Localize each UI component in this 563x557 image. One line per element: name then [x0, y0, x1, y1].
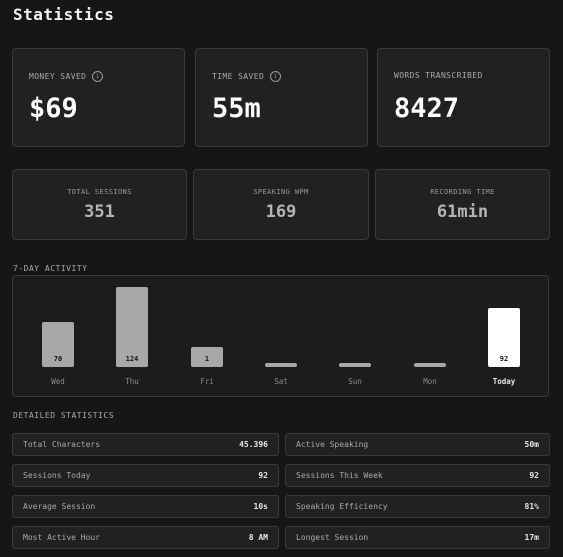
total-sessions-value: 351 [84, 202, 115, 222]
words-transcribed-label: WORDS TRANSCRIBED [394, 71, 483, 80]
info-icon[interactable]: i [92, 71, 104, 82]
activity-chart: 70 Wed 124 Thu 1 Fri Sat Sun Mon 92 Today [12, 275, 549, 397]
money-saved-label: MONEY SAVED [29, 72, 87, 81]
time-saved-card: TIME SAVED i 55m [195, 48, 368, 147]
total-sessions-label: TOTAL SESSIONS [67, 188, 132, 196]
bar-thu: 124 [116, 287, 148, 367]
bar-value-label: 70 [53, 355, 63, 363]
day-label-sun: Sun [348, 377, 362, 386]
detail-value: 10s [253, 502, 268, 511]
day-label-sat: Sat [274, 377, 288, 386]
bar-value-label: 92 [499, 355, 509, 363]
page-title: Statistics [13, 5, 115, 24]
bar-value-label: 124 [125, 355, 139, 363]
detail-value: 81% [524, 502, 539, 511]
detail-label: Speaking Efficiency [296, 502, 388, 511]
detail-row: Total Characters 45.396 [12, 433, 279, 456]
detail-label: Active Speaking [296, 440, 369, 449]
detail-label: Sessions This Week [296, 471, 383, 480]
bar-sun [339, 363, 371, 367]
bar-fri: 1 [191, 347, 223, 367]
money-saved-card: MONEY SAVED i $69 [12, 48, 185, 147]
bar-sat [265, 363, 297, 367]
day-label-fri: Fri [200, 377, 214, 386]
detail-value: 92 [529, 471, 539, 480]
activity-section-title: 7-DAY ACTIVITY [13, 264, 88, 273]
details-section-title: DETAILED STATISTICS [13, 411, 115, 420]
recording-time-label: RECORDING TIME [430, 188, 495, 196]
speaking-wpm-label: SPEAKING WPM [253, 188, 309, 196]
bar-today: 92 [488, 308, 520, 367]
bar-mon [414, 363, 446, 367]
detail-value: 17m [524, 533, 539, 542]
detail-row: Speaking Efficiency 81% [285, 495, 550, 518]
detail-label: Average Session [23, 502, 96, 511]
money-saved-value: $69 [29, 93, 78, 124]
words-transcribed-card: WORDS TRANSCRIBED 8427 [377, 48, 550, 147]
detail-row: Longest Session 17m [285, 526, 550, 549]
detail-label: Total Characters [23, 440, 101, 449]
recording-time-value: 61min [436, 202, 489, 222]
detail-label: Most Active Hour [23, 533, 101, 542]
recording-time-card: RECORDING TIME 61min [375, 169, 550, 240]
time-saved-label: TIME SAVED [212, 72, 265, 81]
detail-label: Longest Session [296, 533, 369, 542]
time-saved-value: 55m [212, 93, 261, 124]
day-label-today: Today [492, 377, 516, 386]
bar-wed: 70 [42, 322, 74, 367]
detail-row: Sessions Today 92 [12, 464, 279, 487]
day-label-wed: Wed [51, 377, 65, 386]
detail-row: Sessions This Week 92 [285, 464, 550, 487]
detail-row: Most Active Hour 8 AM [12, 526, 279, 549]
detail-value: 50m [524, 440, 539, 449]
detail-value: 92 [258, 471, 268, 480]
speaking-wpm-card: SPEAKING WPM 169 [193, 169, 369, 240]
detail-value: 45.396 [239, 440, 268, 449]
detail-value: 8 AM [248, 533, 268, 542]
detail-label: Sessions Today [23, 471, 91, 480]
bar-value-label: 1 [204, 355, 210, 363]
words-transcribed-value: 8427 [394, 93, 460, 124]
detail-row: Active Speaking 50m [285, 433, 550, 456]
speaking-wpm-value: 169 [265, 202, 297, 222]
day-label-thu: Thu [125, 377, 139, 386]
total-sessions-card: TOTAL SESSIONS 351 [12, 169, 187, 240]
detail-row: Average Session 10s [12, 495, 279, 518]
info-icon[interactable]: i [270, 71, 282, 82]
day-label-mon: Mon [423, 377, 437, 386]
